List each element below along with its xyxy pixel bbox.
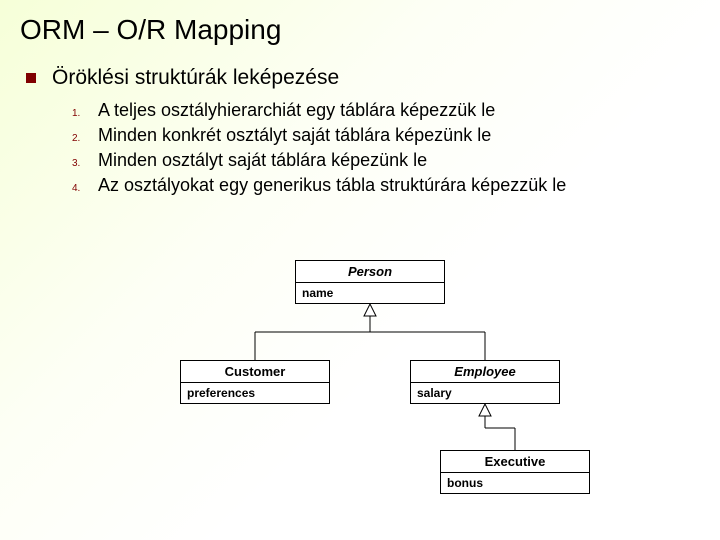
list-text: A teljes osztályhierarchiát egy táblára … — [98, 100, 495, 121]
uml-class-person: Personname — [295, 260, 445, 304]
list-item: 4. Az osztályokat egy generikus tábla st… — [72, 175, 720, 196]
uml-class-name: Person — [296, 261, 444, 283]
uml-class-attr: preferences — [181, 383, 329, 403]
uml-diagram: Personname Customerpreferences Employeesal… — [140, 260, 600, 520]
list-number: 2. — [72, 133, 98, 144]
slide-title: ORM – O/R Mapping — [0, 0, 720, 46]
uml-class-employee: Employeesalary — [410, 360, 560, 404]
list-text: Minden konkrét osztályt saját táblára ké… — [98, 125, 491, 146]
list-text: Minden osztályt saját táblára képezünk l… — [98, 150, 427, 171]
list-text: Az osztályokat egy generikus tábla struk… — [98, 175, 566, 196]
uml-class-attr: name — [296, 283, 444, 303]
list-number: 3. — [72, 158, 98, 169]
list-item: 3. Minden osztályt saját táblára képezün… — [72, 150, 720, 171]
uml-class-name: Executive — [441, 451, 589, 473]
numbered-list: 1. A teljes osztályhierarchiát egy táblá… — [0, 100, 720, 196]
uml-class-attr: salary — [411, 383, 559, 403]
subtitle-text: Öröklési struktúrák leképezése — [52, 66, 339, 90]
uml-class-executive: Executivebonus — [440, 450, 590, 494]
uml-class-name: Customer — [181, 361, 329, 383]
uml-class-attr: bonus — [441, 473, 589, 493]
subtitle-row: Öröklési struktúrák leképezése — [0, 66, 720, 90]
list-item: 1. A teljes osztályhierarchiát egy táblá… — [72, 100, 720, 121]
bullet-square-icon — [26, 73, 36, 83]
list-number: 4. — [72, 183, 98, 194]
list-number: 1. — [72, 108, 98, 119]
uml-class-customer: Customerpreferences — [180, 360, 330, 404]
list-item: 2. Minden konkrét osztályt saját táblára… — [72, 125, 720, 146]
uml-class-name: Employee — [411, 361, 559, 383]
